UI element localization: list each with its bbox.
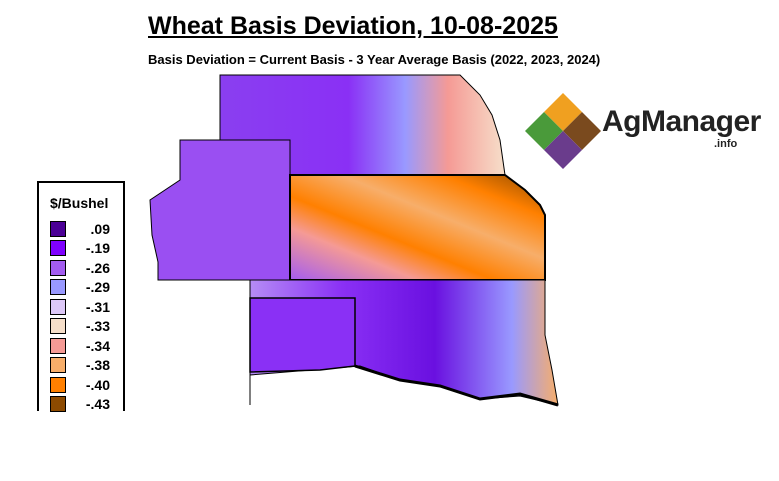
legend-label: .09 [90,220,110,237]
red-river-border [354,364,559,407]
legend-label: -.38 [85,357,110,374]
legend-item: -.43 [50,395,123,415]
agmanager-logo: AgManager .info [524,93,761,174]
logo-text: AgManager [602,105,761,138]
region-texas-panhandle [249,297,356,373]
legend-item: -.34 [50,336,123,356]
legend-label: -.31 [85,298,110,315]
legend-swatch [50,259,66,276]
legend-swatch [50,357,66,374]
legend-item: -.29 [50,278,123,298]
legend-label: -.33 [85,318,110,335]
map-title: Wheat Basis Deviation, 10-08-2025 [148,12,558,40]
region-colorado [149,139,291,281]
legend-item: -.40 [50,375,123,395]
legend-swatch [50,376,66,393]
legend-item: -.19 [50,239,123,259]
legend: $/Bushel .09 -.19 -.26 -.29 -.31 -.33 -.34 -.38… [37,181,125,413]
logo-diamond-icon [525,93,601,169]
legend-item: -.33 [50,317,123,337]
legend-swatch [50,220,66,237]
legend-item: -.38 [50,356,123,376]
legend-label: -.29 [85,279,110,296]
region-kansas [289,174,546,281]
legend-item: .09 [50,219,123,239]
legend-label: -.19 [85,240,110,257]
legend-swatch [50,298,66,315]
legend-swatch [50,318,66,335]
legend-swatch [50,240,66,257]
legend-label: -.26 [85,259,110,276]
legend-title: $/Bushel [50,195,109,211]
legend-swatch [50,396,66,413]
legend-label: -.40 [85,376,110,393]
legend-item: -.31 [50,297,123,317]
legend-swatch [50,279,66,296]
legend-label: -.34 [85,337,110,354]
logo-suffix: .info [714,138,738,150]
map-subtitle: Basis Deviation = Current Basis - 3 Year… [148,52,601,67]
legend-label: -.43 [85,396,110,413]
legend-swatch [50,337,66,354]
legend-item: -.26 [50,258,123,278]
